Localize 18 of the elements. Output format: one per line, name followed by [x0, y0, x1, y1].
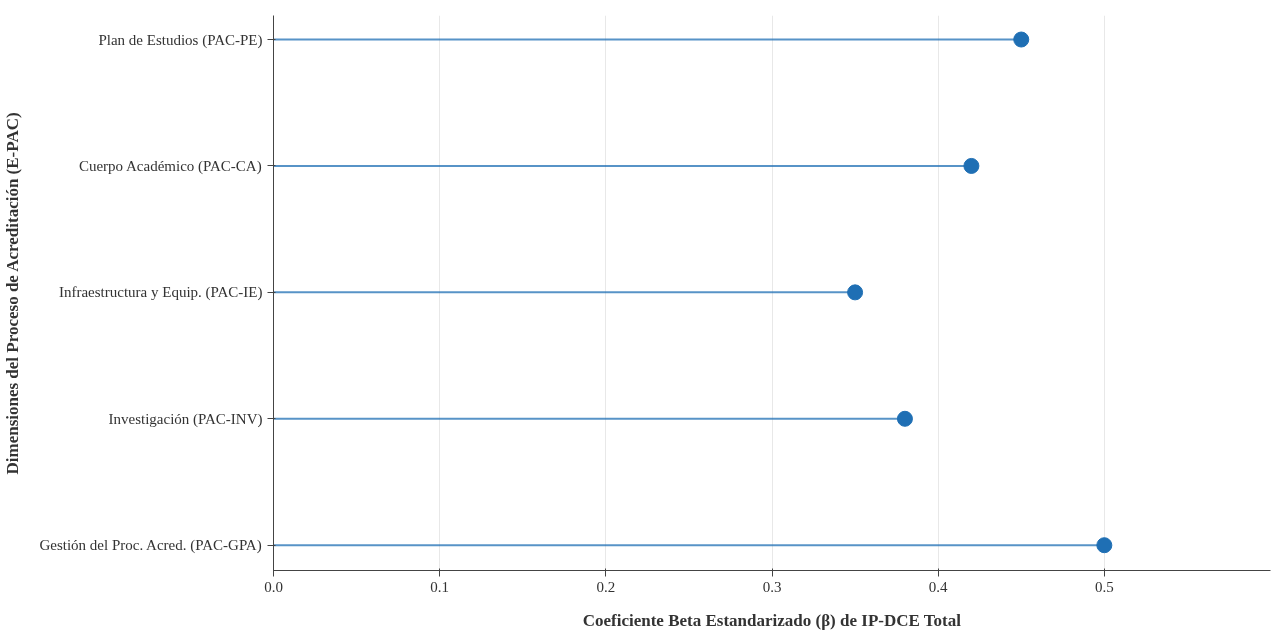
x-tick-label: 0.1: [430, 578, 450, 595]
y-tick-label: Cuerpo Académico (PAC-CA): [78, 157, 262, 175]
y-tick-label: Infraestructura y Equip. (PAC-IE): [58, 284, 263, 302]
y-axis-title: Dimensiones del Proceso de Acreditación (E-PAC): [3, 112, 23, 475]
y-tick-label: Investigación (PAC-INV): [108, 410, 263, 428]
x-tick-label: 0.4: [928, 578, 949, 595]
point: [1013, 31, 1030, 48]
x-tick-label: 0.2: [596, 578, 616, 595]
x-tick-label: 0.0: [264, 578, 283, 595]
point: [896, 410, 913, 427]
x-axis-title: Coeficiente Beta Estandarizado (β) de IP-DCE Total: [582, 610, 962, 630]
point: [1096, 537, 1113, 554]
point: [847, 284, 864, 301]
x-tick-label: 0.5: [1094, 578, 1114, 595]
x-tick-label: 0.3: [762, 578, 782, 595]
y-tick-label: Gestión del Proc. Acred. (PAC-GPA): [39, 537, 262, 555]
point: [963, 157, 980, 174]
y-tick-label: Plan de Estudios (PAC-PE): [98, 31, 263, 49]
